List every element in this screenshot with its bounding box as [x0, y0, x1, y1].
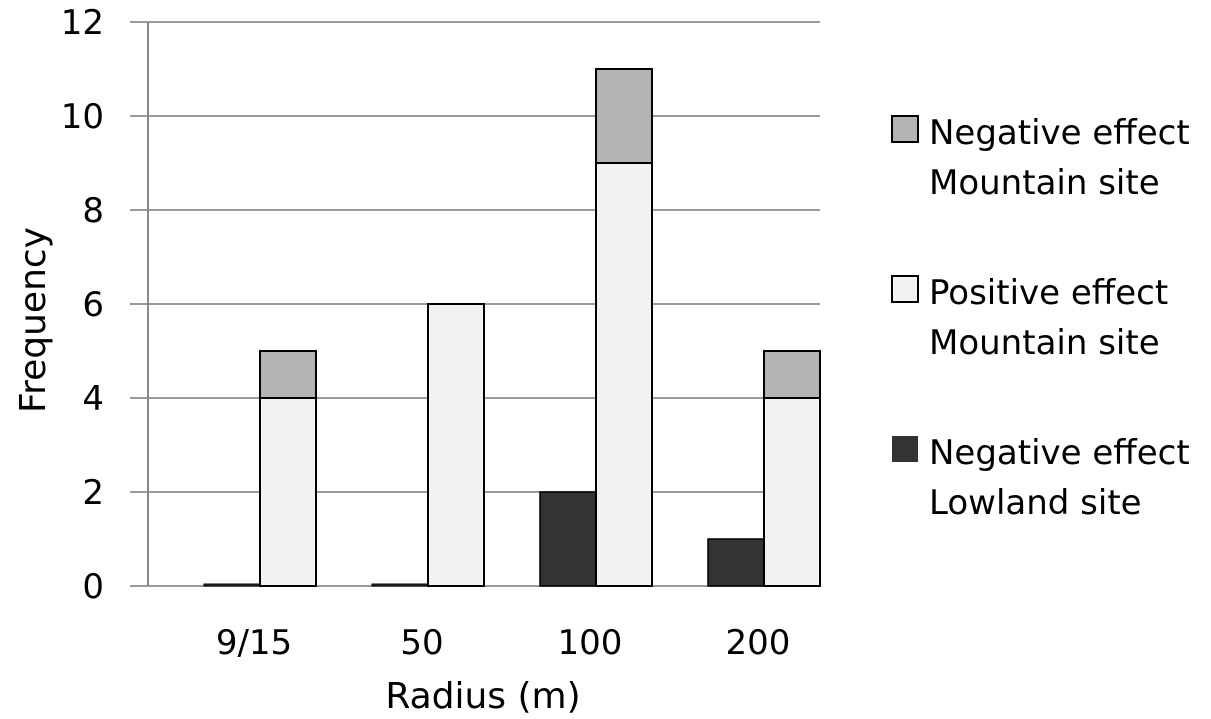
- legend-label-line: Lowland site: [929, 483, 1142, 523]
- x-tick-label: 200: [726, 623, 791, 663]
- y-axis-title: Frequency: [13, 227, 54, 413]
- x-tick-label: 9/15: [216, 623, 292, 663]
- legend-label-line: Positive effect: [929, 273, 1168, 313]
- x-tick-label: 100: [558, 623, 623, 663]
- bar-mountain-positive-1: [427, 303, 485, 587]
- legend-swatch: [891, 115, 919, 143]
- y-tick-label: 8: [82, 191, 104, 231]
- bar-mountain-negative-2: [595, 68, 653, 164]
- legend-label-line: Negative effect: [929, 433, 1190, 473]
- x-tick-label: 50: [400, 623, 443, 663]
- legend-label-line: Mountain site: [929, 163, 1160, 203]
- bar-mountain-positive-0: [259, 397, 317, 587]
- y-tick-label: 10: [61, 97, 104, 137]
- y-tick-label: 6: [82, 285, 104, 325]
- y-tick-label: 4: [82, 379, 104, 419]
- legend-item-mountain-negative: Negative effect Mountain site: [891, 113, 1190, 203]
- bar-mountain-negative-0: [259, 350, 317, 399]
- bars: [203, 68, 821, 587]
- x-axis-ticks: 9/15 50 100 200: [216, 623, 791, 663]
- bar-lowland-negative-2: [539, 491, 597, 587]
- y-tick-label: 12: [61, 3, 104, 43]
- y-tick-label: 2: [82, 473, 104, 513]
- x-axis-title: Radius (m): [385, 676, 580, 717]
- y-tick-label: 0: [82, 567, 104, 607]
- y-axis-ticks: 0 2 4 6 8 10 12: [61, 3, 104, 607]
- bar-lowland-negative-3: [707, 538, 765, 587]
- bar-lowland-negative-0: [203, 583, 261, 587]
- bar-mountain-positive-2: [595, 162, 653, 587]
- bar-lowland-negative-1: [371, 583, 429, 587]
- legend-swatch: [891, 275, 919, 303]
- bar-mountain-positive-3: [763, 397, 821, 587]
- legend-item-lowland-negative: Negative effect Lowland site: [892, 433, 1190, 523]
- legend-label-line: Mountain site: [929, 323, 1160, 363]
- legend-label-line: Negative effect: [929, 113, 1190, 153]
- legend-swatch: [892, 436, 918, 462]
- legend-item-mountain-positive: Positive effect Mountain site: [891, 273, 1168, 363]
- bar-mountain-negative-3: [763, 350, 821, 399]
